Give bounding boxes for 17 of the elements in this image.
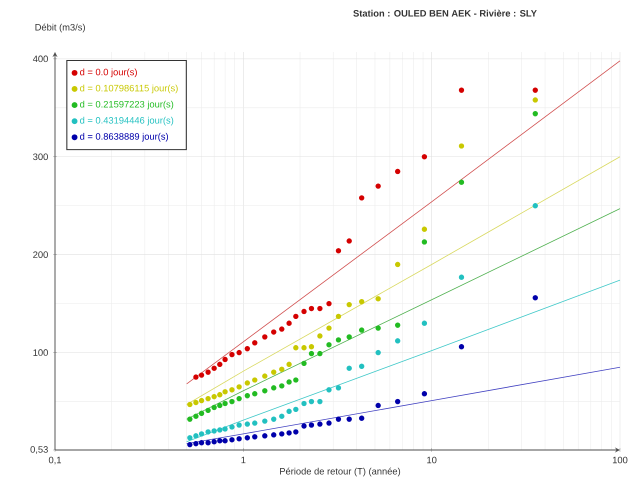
x-tick-label: 10 (427, 456, 436, 464)
y-tick-label: 400 (32, 56, 48, 62)
legend-label: d = 0.43194446 jour(s) (80, 116, 174, 126)
y-tick-label: 200 (33, 251, 48, 258)
legend-label: d = 0.0 jour(s) (80, 68, 137, 78)
x-axis-title: Période de retour (T) (année) (280, 468, 400, 476)
y-axis-title: Débit (m3/s) (35, 24, 85, 32)
x-tick-label: 100 (612, 456, 628, 464)
chart-title: Station : OULED BEN AEK - Rivière : SLY (353, 10, 537, 17)
legend-label: d = 0.107986115 jour(s) (80, 84, 178, 94)
legend-label: d = 0.8638889 jour(s) (80, 132, 168, 142)
y-tick-label: 100 (33, 349, 48, 356)
legend-label: d = 0.21597223 jour(s) (80, 100, 174, 110)
y-tick-label: 300 (33, 153, 48, 160)
x-tick-label: 0,1 (48, 456, 62, 464)
y-tick-label: 0,53 (30, 446, 48, 454)
x-tick-label: 1 (241, 456, 246, 464)
